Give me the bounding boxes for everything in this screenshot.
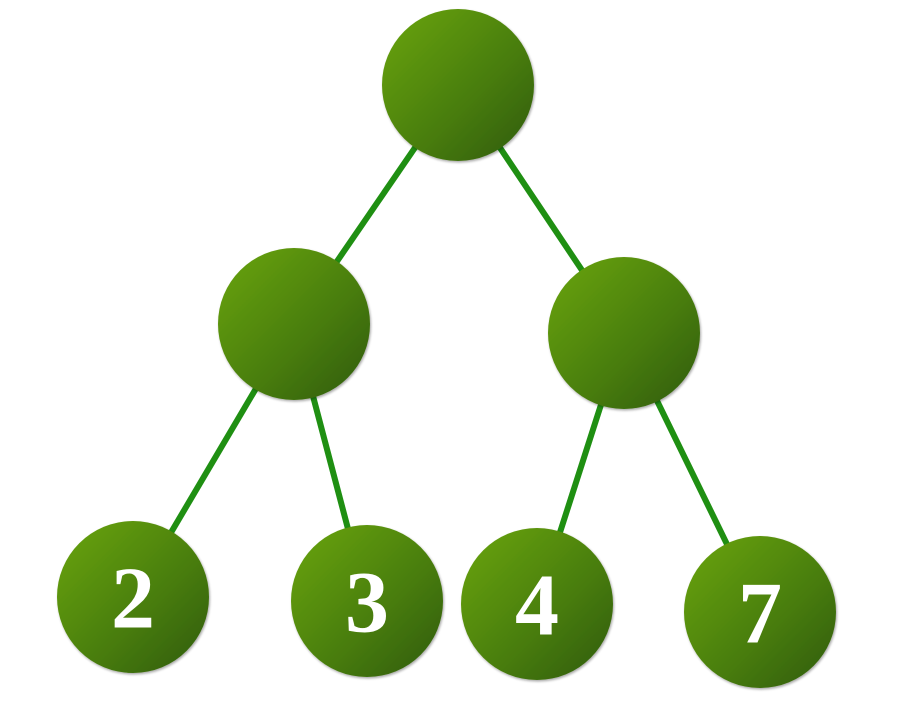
node-circle [382,9,534,161]
node-root [382,9,534,161]
node-circle [461,528,613,680]
node-left [218,248,370,400]
node-circle [548,257,700,409]
nodes: 2 3 4 7 [57,9,836,688]
node-leaf-7: 7 [684,536,836,688]
node-label: 4 [515,558,559,655]
edge-root-to-left [331,141,421,268]
node-right [548,257,700,409]
node-label: 7 [738,566,782,663]
edge-right-to-leaf-7 [651,394,733,551]
node-leaf-2: 2 [57,521,209,673]
node-label: 2 [111,551,155,648]
edges [165,141,733,551]
node-leaf-4: 4 [461,528,613,680]
edge-root-to-right [494,141,588,277]
edge-right-to-leaf-4 [555,398,606,539]
node-leaf-3: 3 [291,525,443,677]
node-circle [684,536,836,688]
edge-left-to-leaf-2 [165,382,262,539]
node-label: 3 [345,555,389,652]
node-circle [57,521,209,673]
node-circle [291,525,443,677]
edge-left-to-leaf-3 [308,390,353,535]
node-circle [218,248,370,400]
